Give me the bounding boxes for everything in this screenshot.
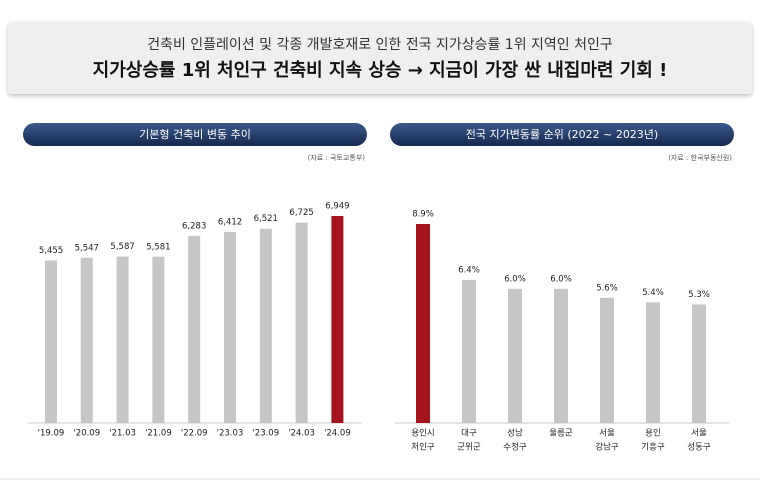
value-label: 6,521 bbox=[254, 214, 278, 224]
panel-title: 전국 지가변동률 순위 (2022 ~ 2023년) bbox=[466, 128, 658, 141]
x-tick-label: '21.03 bbox=[109, 429, 136, 439]
bar bbox=[45, 260, 57, 423]
x-tick-label: 서울 bbox=[599, 429, 615, 439]
x-tick-label: 강남구 bbox=[595, 442, 619, 453]
value-label: 6.0% bbox=[550, 274, 572, 284]
x-tick-label: 서울 bbox=[691, 429, 707, 439]
source-note: (자료 : 국토교통부) bbox=[308, 153, 366, 162]
value-label: 5.6% bbox=[596, 283, 618, 293]
x-tick-label: '21.09 bbox=[145, 429, 172, 439]
bar bbox=[554, 288, 568, 423]
panel-title-pill bbox=[23, 123, 367, 146]
value-label: 6,949 bbox=[325, 202, 349, 212]
bar bbox=[416, 224, 430, 423]
header-title: 지가상승률 1위 처인구 건축비 지속 상승 → 지금이 가장 싼 내집마련 기… bbox=[93, 60, 668, 81]
value-label: 5,581 bbox=[146, 242, 170, 252]
panel-title-pill bbox=[390, 123, 734, 146]
value-label: 5,455 bbox=[39, 246, 63, 256]
value-label: 6,725 bbox=[289, 208, 313, 218]
x-tick-label: 군위군 bbox=[457, 443, 481, 453]
value-label: 6.0% bbox=[504, 274, 526, 284]
value-label: 6,412 bbox=[218, 217, 242, 227]
panel-title: 기본형 건축비 변동 추이 bbox=[139, 128, 251, 141]
bar bbox=[259, 228, 272, 423]
bar bbox=[295, 222, 308, 423]
value-label: 8.9% bbox=[412, 210, 434, 220]
x-tick-label: '23.03 bbox=[217, 429, 244, 439]
x-tick-label: 수정구 bbox=[503, 442, 527, 453]
bar bbox=[462, 279, 476, 423]
bar bbox=[80, 257, 93, 423]
x-tick-label: '23.09 bbox=[252, 429, 279, 439]
bar bbox=[188, 235, 201, 423]
value-label: 5.4% bbox=[642, 288, 664, 298]
x-tick-label: 처인구 bbox=[411, 442, 435, 453]
x-tick-label: '19.09 bbox=[38, 429, 65, 439]
x-tick-label: 성동구 bbox=[687, 443, 711, 453]
bar bbox=[646, 302, 660, 423]
x-tick-label: '24.03 bbox=[288, 429, 315, 439]
bar bbox=[692, 304, 706, 423]
bar bbox=[600, 297, 614, 423]
value-label: 6,283 bbox=[182, 221, 206, 231]
bar bbox=[508, 288, 522, 423]
header-box bbox=[8, 22, 752, 94]
x-tick-label: '22.09 bbox=[181, 429, 208, 439]
value-label: 5,547 bbox=[75, 243, 99, 253]
value-label: 5.3% bbox=[688, 290, 710, 300]
x-tick-label: 기흥구 bbox=[641, 442, 665, 453]
x-tick-label: 대구 bbox=[461, 429, 477, 439]
x-tick-label: '20.09 bbox=[73, 429, 100, 439]
x-tick-label: 용인시 bbox=[411, 428, 434, 439]
source-note: (자료 : 한국부동산원) bbox=[668, 153, 732, 162]
x-tick-label: 용인 bbox=[645, 428, 661, 439]
x-tick-label: 울릉군 bbox=[549, 429, 573, 439]
value-label: 6.4% bbox=[458, 265, 480, 275]
bar bbox=[116, 256, 129, 423]
bar bbox=[331, 216, 344, 423]
bar bbox=[224, 231, 236, 423]
x-tick-label: '24.09 bbox=[324, 429, 351, 439]
x-tick-label: 성남 bbox=[507, 429, 523, 439]
bar bbox=[152, 256, 165, 423]
value-label: 5,587 bbox=[110, 242, 134, 252]
header-subtitle: 건축비 인플레이션 및 각종 개발호재로 인한 전국 지가상승률 1위 지역인 … bbox=[147, 37, 613, 53]
